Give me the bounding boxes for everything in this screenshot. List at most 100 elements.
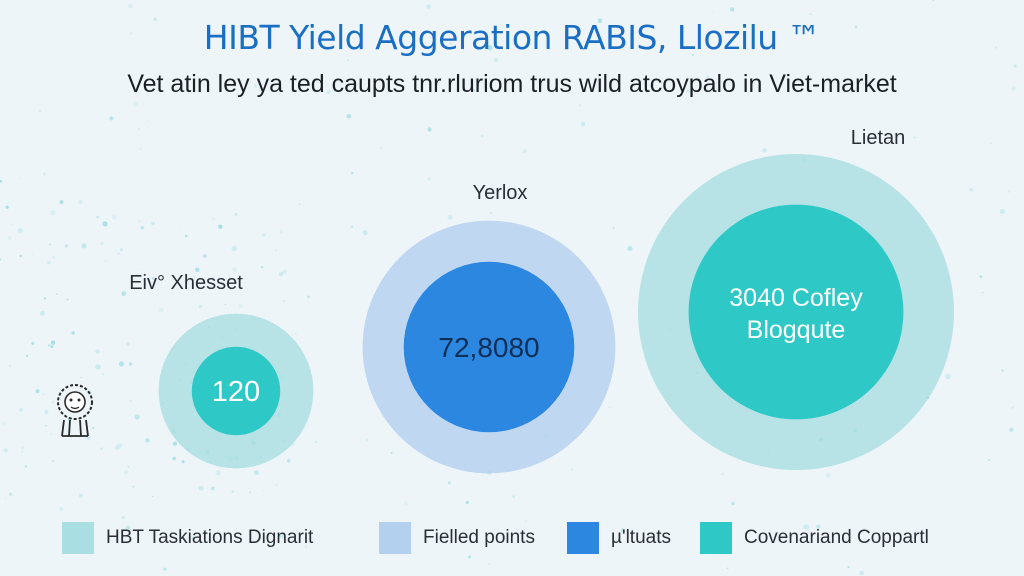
- speckle-dot: [71, 331, 75, 335]
- speckle-dot: [447, 481, 451, 485]
- speckle-dot: [95, 349, 100, 354]
- speckle-dot: [152, 495, 154, 497]
- speckle-dot: [195, 267, 200, 272]
- speckle-dot: [80, 494, 83, 496]
- speckle-dot: [215, 470, 221, 476]
- speckle-dot: [979, 275, 983, 278]
- speckle-dot: [234, 212, 238, 216]
- chart-subtitle: Vet atin ley ya ted caupts tnr.rluriom t…: [127, 70, 897, 98]
- speckle-dot: [248, 491, 251, 494]
- speckle-dot: [1001, 369, 1004, 372]
- speckle-dot: [691, 53, 694, 56]
- speckle-dot: [326, 89, 331, 94]
- speckle-dot: [100, 241, 104, 246]
- speckle-dot: [731, 501, 735, 506]
- speckle-dot: [127, 466, 130, 468]
- speckle-dot: [1, 421, 7, 427]
- bubble-category-label: Lietan: [851, 127, 906, 149]
- speckle-dot: [10, 223, 12, 226]
- speckle-dot: [278, 271, 284, 277]
- speckle-dot: [180, 322, 182, 325]
- speckle-dot: [390, 451, 393, 455]
- speckle-dot: [803, 524, 809, 530]
- speckle-dot: [50, 433, 52, 435]
- speckle-dot: [130, 32, 133, 35]
- speckle-dot: [43, 172, 46, 176]
- speckle-dot: [117, 252, 120, 255]
- speckle-dot: [350, 225, 354, 228]
- legend-label: Fielled points: [423, 527, 535, 548]
- speckle-dot: [347, 59, 350, 62]
- speckle-dot: [153, 17, 157, 21]
- speckle-dot: [727, 567, 729, 569]
- speckle-dot: [105, 260, 107, 262]
- speckle-dot: [346, 113, 352, 119]
- speckle-dot: [31, 341, 35, 345]
- speckle-dot: [159, 307, 164, 313]
- speckle-dot: [239, 303, 243, 308]
- speckle-dot: [78, 199, 83, 205]
- speckle-dot: [111, 214, 117, 220]
- speckle-dot: [50, 345, 54, 349]
- speckle-dot: [809, 12, 812, 16]
- speckle-dot: [140, 226, 144, 230]
- speckle-dot: [115, 250, 117, 252]
- speckle-dot: [118, 361, 124, 367]
- speckle-dot: [315, 441, 317, 443]
- speckle-dot: [104, 223, 107, 226]
- speckle-dot: [149, 263, 151, 265]
- speckle-dot: [627, 246, 633, 251]
- speckle-dot: [0, 280, 1, 282]
- speckle-dot: [447, 214, 453, 220]
- speckle-dot: [472, 88, 476, 92]
- speckle-dot: [59, 200, 64, 205]
- bubble-inner: [688, 204, 904, 420]
- speckle-dot: [157, 293, 159, 296]
- speckle-dot: [686, 89, 690, 93]
- speckle-dot: [199, 304, 203, 309]
- speckle-dot: [132, 485, 135, 488]
- bubble-chart: 120 Eiv° Xhesset 72,8080 Yerlox 3040 Cofley B…: [129, 127, 954, 474]
- speckle-dot: [487, 45, 493, 51]
- speckle-dot: [854, 25, 858, 29]
- legend-swatch: [62, 522, 94, 554]
- speckle-dot: [990, 142, 993, 145]
- speckle-dot: [163, 567, 167, 571]
- speckle-dot: [139, 147, 142, 150]
- chart-title: HIBT Yield Aggeration RABIS, Llozilu ™: [203, 18, 821, 57]
- legend-label: HBT Taskiations Dignarit: [106, 527, 314, 548]
- speckle-dot: [95, 364, 101, 370]
- speckle-dot: [96, 215, 99, 219]
- speckle-dot: [224, 303, 227, 305]
- speckle-dot: [261, 233, 266, 238]
- speckle-dot: [81, 243, 87, 249]
- speckle-dot: [306, 295, 310, 299]
- speckle-dot: [116, 443, 123, 449]
- speckle-dot: [202, 254, 207, 258]
- bubble-category-label: Yerlox: [473, 182, 528, 204]
- legend-swatch: [700, 522, 732, 554]
- speckle-dot: [43, 297, 47, 300]
- speckle-dot: [24, 465, 28, 468]
- speckle-dot: [914, 136, 916, 139]
- speckle-dot: [282, 269, 287, 275]
- speckle-dot: [51, 459, 55, 463]
- speckle-dot: [190, 536, 195, 540]
- speckle-dot: [1011, 406, 1014, 409]
- speckle-dot: [39, 110, 41, 112]
- speckle-dot: [231, 245, 237, 252]
- speckle-dot: [721, 473, 724, 475]
- speckle-dot: [512, 495, 516, 498]
- speckle-dot: [138, 219, 141, 222]
- speckle-dot: [286, 458, 291, 463]
- speckle-dot: [141, 268, 143, 270]
- speckle-dot: [427, 127, 432, 132]
- speckle-dot: [825, 473, 831, 478]
- speckle-dot: [932, 0, 935, 2]
- speckle-dot: [124, 470, 129, 475]
- speckle-dot: [39, 310, 46, 316]
- speckle-dot: [121, 516, 125, 520]
- speckle-dot: [212, 218, 215, 220]
- speckle-dot: [7, 236, 12, 241]
- speckle-dot: [712, 11, 714, 13]
